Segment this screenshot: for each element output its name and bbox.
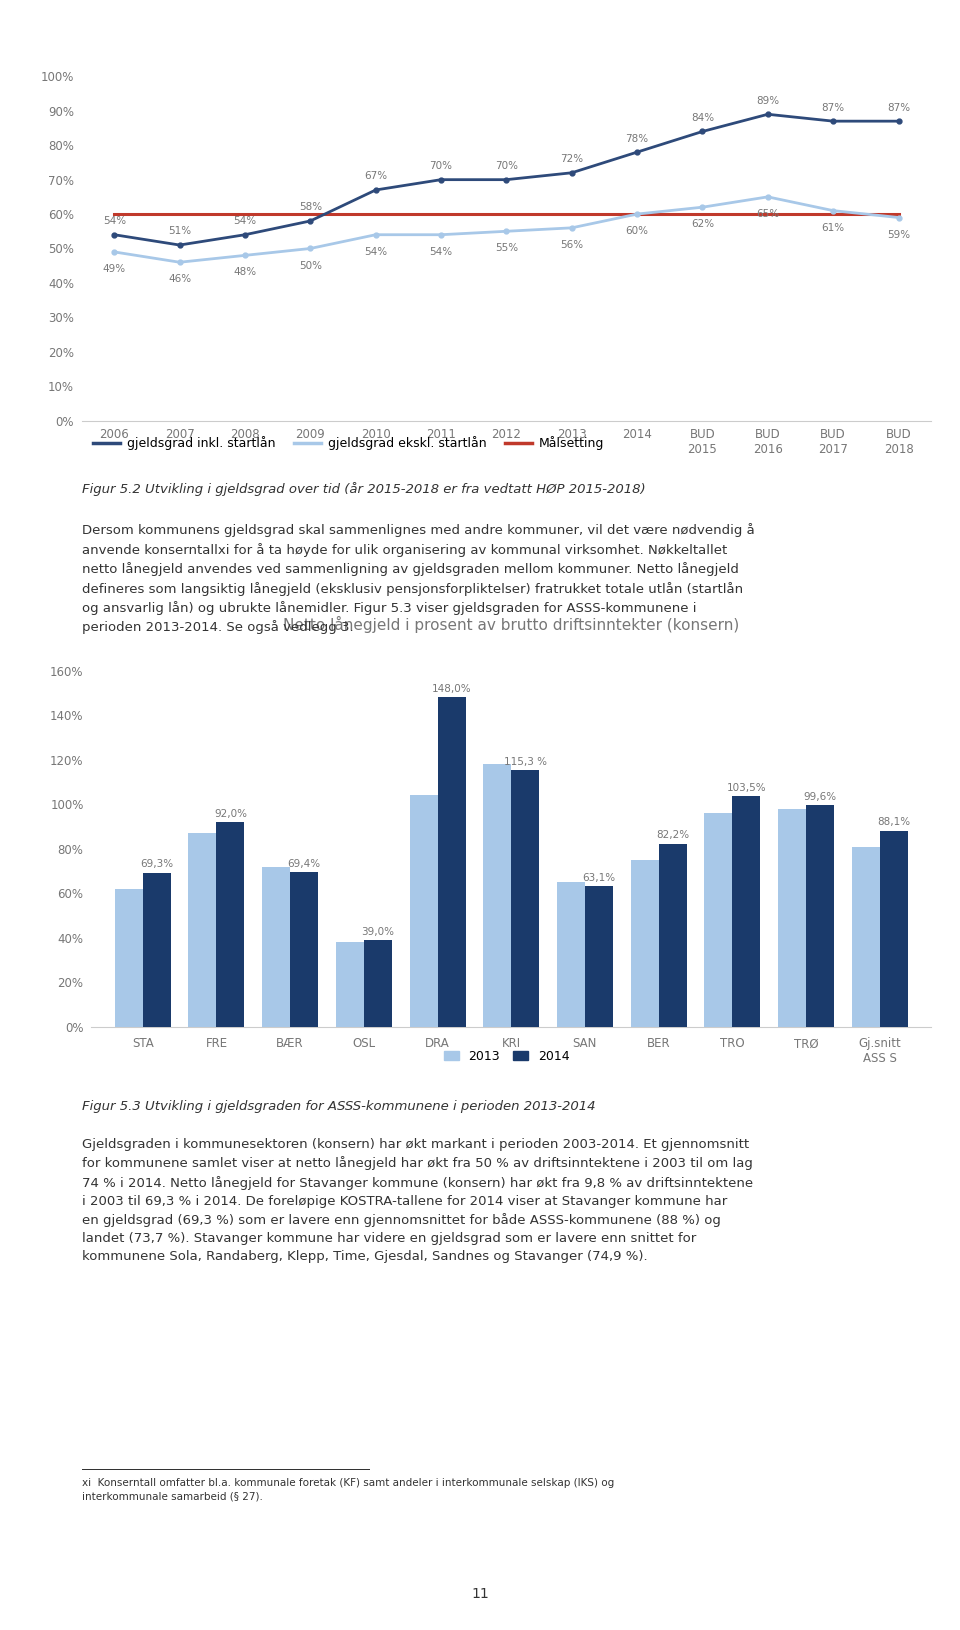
Text: 61%: 61% — [822, 223, 845, 233]
Text: 55%: 55% — [494, 243, 518, 253]
Text: 99,6%: 99,6% — [804, 792, 836, 802]
Text: 103,5%: 103,5% — [727, 782, 766, 794]
Text: 59%: 59% — [887, 230, 910, 240]
Text: 63,1%: 63,1% — [583, 874, 615, 883]
Text: 82,2%: 82,2% — [656, 831, 689, 841]
Bar — [806, 805, 834, 1027]
Text: 72%: 72% — [561, 155, 584, 165]
Text: 148,0%: 148,0% — [432, 685, 471, 694]
Bar — [336, 942, 364, 1027]
Text: 69,4%: 69,4% — [288, 859, 321, 869]
Text: 78%: 78% — [626, 134, 649, 143]
Text: 70%: 70% — [495, 161, 517, 171]
Text: 92,0%: 92,0% — [214, 808, 247, 818]
Text: 46%: 46% — [168, 274, 191, 284]
Bar — [778, 808, 806, 1027]
Text: 48%: 48% — [233, 267, 256, 277]
Text: 62%: 62% — [691, 220, 714, 230]
Text: 54%: 54% — [233, 217, 256, 227]
Bar — [732, 797, 760, 1027]
Bar — [410, 795, 438, 1027]
Text: 11: 11 — [471, 1588, 489, 1601]
Bar — [438, 698, 466, 1027]
Text: 54%: 54% — [429, 246, 452, 258]
Text: 56%: 56% — [561, 240, 584, 249]
Text: 54%: 54% — [364, 246, 387, 258]
Text: 87%: 87% — [887, 103, 910, 112]
Bar — [364, 941, 392, 1027]
Bar — [852, 846, 879, 1027]
Bar — [879, 831, 907, 1027]
Legend: 2013, 2014: 2013, 2014 — [439, 1045, 574, 1068]
Bar — [262, 867, 290, 1027]
Bar — [290, 872, 318, 1027]
Text: 39,0%: 39,0% — [361, 927, 395, 937]
Text: 67%: 67% — [364, 171, 387, 181]
Bar — [631, 861, 659, 1027]
Bar — [483, 764, 511, 1027]
Text: 54%: 54% — [103, 217, 126, 227]
Text: 69,3%: 69,3% — [140, 859, 174, 869]
Bar — [705, 813, 732, 1027]
Text: 70%: 70% — [429, 161, 452, 171]
Text: 51%: 51% — [168, 227, 191, 236]
Legend: gjeldsgrad inkl. startlån, gjeldsgrad ekskl. startlån, Målsetting: gjeldsgrad inkl. startlån, gjeldsgrad ek… — [88, 430, 609, 455]
Text: 58%: 58% — [299, 202, 322, 212]
Text: 87%: 87% — [822, 103, 845, 112]
Text: 84%: 84% — [691, 112, 714, 122]
Text: 60%: 60% — [626, 227, 649, 236]
Text: Figur 5.3 Utvikling i gjeldsgraden for ASSS-kommunene i perioden 2013-2014: Figur 5.3 Utvikling i gjeldsgraden for A… — [82, 1100, 595, 1113]
Bar — [511, 769, 540, 1027]
Text: Figur 5.2 Utvikling i gjeldsgrad over tid (år 2015-2018 er fra vedtatt HØP 2015-: Figur 5.2 Utvikling i gjeldsgrad over ti… — [82, 482, 645, 497]
Bar — [659, 844, 686, 1027]
Title: Netto lånegjeld i prosent av brutto driftsinntekter (konsern): Netto lånegjeld i prosent av brutto drif… — [283, 616, 739, 632]
Text: Dersom kommunens gjeldsgrad skal sammenlignes med andre kommuner, vil det være n: Dersom kommunens gjeldsgrad skal sammenl… — [82, 523, 755, 634]
Bar — [557, 882, 585, 1027]
Text: xi  Konserntall omfatter bl.a. kommunale foretak (KF) samt andeler i interkommun: xi Konserntall omfatter bl.a. kommunale … — [82, 1478, 613, 1501]
Text: Gjeldsgraden i kommunesektoren (konsern) har økt markant i perioden 2003-2014. E: Gjeldsgraden i kommunesektoren (konsern)… — [82, 1138, 753, 1263]
Text: 89%: 89% — [756, 96, 780, 106]
Bar — [188, 833, 216, 1027]
Text: 88,1%: 88,1% — [877, 817, 910, 828]
Bar — [216, 822, 245, 1027]
Text: 115,3 %: 115,3 % — [504, 756, 546, 766]
Text: 65%: 65% — [756, 209, 780, 218]
Bar — [585, 887, 612, 1027]
Text: 49%: 49% — [103, 264, 126, 274]
Bar — [143, 872, 171, 1027]
Text: 50%: 50% — [299, 261, 322, 271]
Bar — [115, 888, 143, 1027]
